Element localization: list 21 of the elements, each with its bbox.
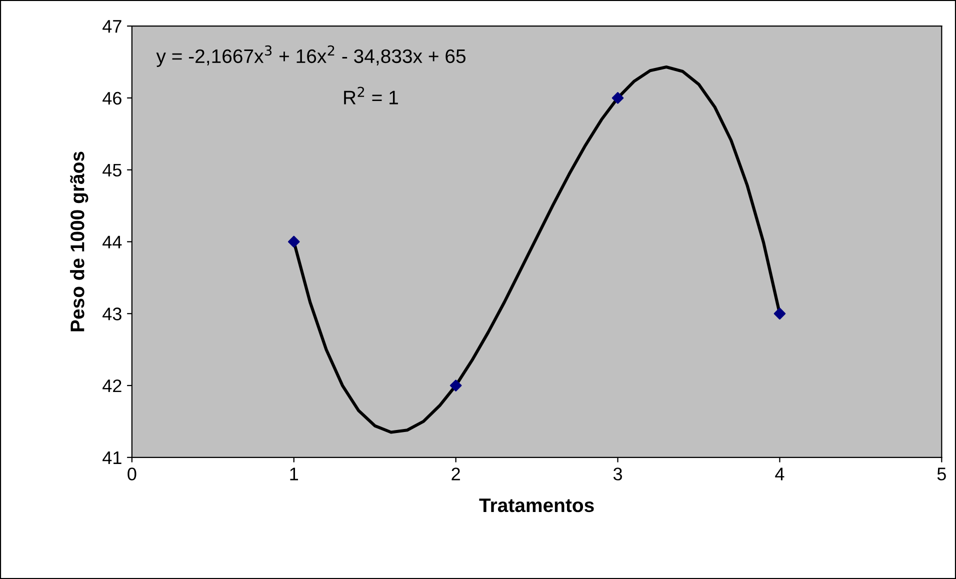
y-tick-label: 43 <box>102 308 122 320</box>
x-tick-label: 4 <box>775 468 784 480</box>
y-tick-label: 46 <box>102 92 122 105</box>
point <box>450 380 462 392</box>
annotation: R$^{2}$ = 1 <box>344 86 398 104</box>
point <box>612 92 624 104</box>
y-tick-label: 45 <box>102 164 122 177</box>
y-axis-title: Peso de 1000 grãos <box>70 152 88 332</box>
point <box>288 236 300 248</box>
x-tick-label: 3 <box>613 468 622 480</box>
x-tick-label: 2 <box>452 468 460 480</box>
y-tick-label: 41 <box>102 452 122 464</box>
x-tick-label: 1 <box>290 468 298 480</box>
x-tick-label: 0 <box>128 468 136 480</box>
y-tick-label: 44 <box>102 236 122 248</box>
x-tick-label: 5 <box>937 468 946 480</box>
y-tick-label: 47 <box>102 20 122 33</box>
annotation: y = -2,1667x$^{3}$ + 16x$^{2}$ - 34,833x + 65 <box>156 45 466 67</box>
point <box>774 308 786 320</box>
x-axis-title: Tratamentos <box>479 498 594 512</box>
y-tick-label: 42 <box>102 379 122 392</box>
